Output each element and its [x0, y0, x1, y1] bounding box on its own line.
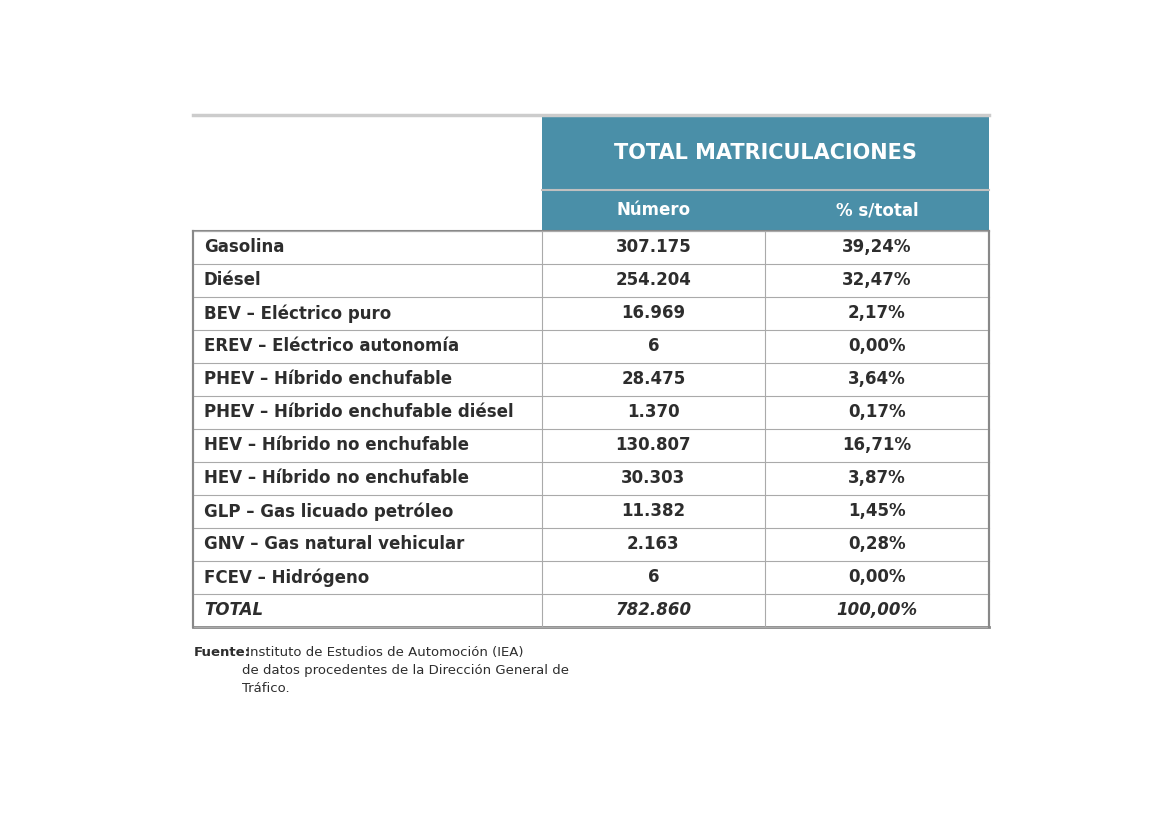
Bar — [542, 231, 766, 264]
Bar — [194, 561, 542, 594]
Text: BEV – Eléctrico puro: BEV – Eléctrico puro — [204, 304, 391, 322]
Text: 39,24%: 39,24% — [842, 238, 912, 256]
Text: 16.969: 16.969 — [621, 304, 685, 322]
Bar — [766, 264, 988, 297]
Text: 0,28%: 0,28% — [847, 536, 905, 553]
Bar — [542, 190, 766, 231]
Bar — [542, 594, 766, 627]
Bar — [194, 190, 542, 231]
Bar — [542, 297, 766, 330]
Text: 0,17%: 0,17% — [847, 403, 905, 421]
Bar — [766, 396, 988, 428]
Text: Número: Número — [617, 201, 691, 219]
Text: 28.475: 28.475 — [621, 370, 686, 388]
Text: 307.175: 307.175 — [616, 238, 691, 256]
Bar — [194, 594, 542, 627]
Text: 6: 6 — [648, 337, 660, 355]
Bar — [766, 190, 988, 231]
Bar — [766, 561, 988, 594]
Bar — [766, 461, 988, 494]
Bar — [766, 594, 988, 627]
Text: Diésel: Diésel — [204, 271, 262, 289]
Bar — [542, 561, 766, 594]
Bar — [194, 264, 542, 297]
Bar — [766, 528, 988, 561]
Text: 11.382: 11.382 — [621, 503, 685, 520]
Text: 30.303: 30.303 — [621, 470, 686, 487]
Text: PHEV – Híbrido enchufable diésel: PHEV – Híbrido enchufable diésel — [204, 403, 513, 421]
Bar — [194, 494, 542, 528]
Bar — [194, 297, 542, 330]
Text: 130.807: 130.807 — [616, 436, 691, 454]
Text: GLP – Gas licuado petróleo: GLP – Gas licuado petróleo — [204, 502, 453, 521]
Text: 1.370: 1.370 — [627, 403, 679, 421]
Text: HEV – Híbrido no enchufable: HEV – Híbrido no enchufable — [204, 470, 469, 487]
Text: 32,47%: 32,47% — [842, 271, 912, 289]
Text: FCEV – Hidrógeno: FCEV – Hidrógeno — [204, 568, 369, 587]
Bar — [194, 528, 542, 561]
Text: 254.204: 254.204 — [616, 271, 692, 289]
Bar — [766, 297, 988, 330]
Text: GNV – Gas natural vehicular: GNV – Gas natural vehicular — [204, 536, 465, 553]
Text: 782.860: 782.860 — [616, 602, 692, 620]
Text: TOTAL MATRICULACIONES: TOTAL MATRICULACIONES — [613, 143, 917, 163]
Bar — [542, 428, 766, 461]
Text: 6: 6 — [648, 569, 660, 587]
Bar — [194, 231, 542, 264]
Text: 1,45%: 1,45% — [847, 503, 905, 520]
Text: PHEV – Híbrido enchufable: PHEV – Híbrido enchufable — [204, 370, 452, 388]
Text: EREV – Eléctrico autonomía: EREV – Eléctrico autonomía — [204, 337, 459, 355]
Text: 16,71%: 16,71% — [842, 436, 911, 454]
Bar — [194, 396, 542, 428]
Bar — [542, 528, 766, 561]
Bar — [542, 264, 766, 297]
Text: Gasolina: Gasolina — [204, 238, 285, 256]
Text: 100,00%: 100,00% — [836, 602, 918, 620]
Bar — [194, 330, 542, 363]
Bar — [542, 330, 766, 363]
Text: HEV – Híbrido no enchufable: HEV – Híbrido no enchufable — [204, 436, 469, 454]
Text: 0,00%: 0,00% — [849, 337, 905, 355]
Bar — [194, 363, 542, 396]
Text: 2.163: 2.163 — [627, 536, 679, 553]
Bar — [766, 494, 988, 528]
Text: Instituto de Estudios de Automoción (IEA)
de datos procedentes de la Dirección G: Instituto de Estudios de Automoción (IEA… — [242, 646, 570, 695]
Bar — [766, 428, 988, 461]
Bar — [766, 330, 988, 363]
Bar — [766, 363, 988, 396]
Bar — [542, 461, 766, 494]
Text: Fuente:: Fuente: — [194, 646, 250, 659]
Text: 2,17%: 2,17% — [847, 304, 906, 322]
Bar — [542, 494, 766, 528]
Text: 3,64%: 3,64% — [847, 370, 906, 388]
Bar — [194, 428, 542, 461]
Bar — [542, 396, 766, 428]
Text: TOTAL: TOTAL — [204, 602, 263, 620]
Text: 3,87%: 3,87% — [847, 470, 906, 487]
Bar — [194, 461, 542, 494]
Text: % s/total: % s/total — [836, 201, 918, 219]
Bar — [542, 363, 766, 396]
Text: 0,00%: 0,00% — [849, 569, 905, 587]
Bar — [766, 231, 988, 264]
